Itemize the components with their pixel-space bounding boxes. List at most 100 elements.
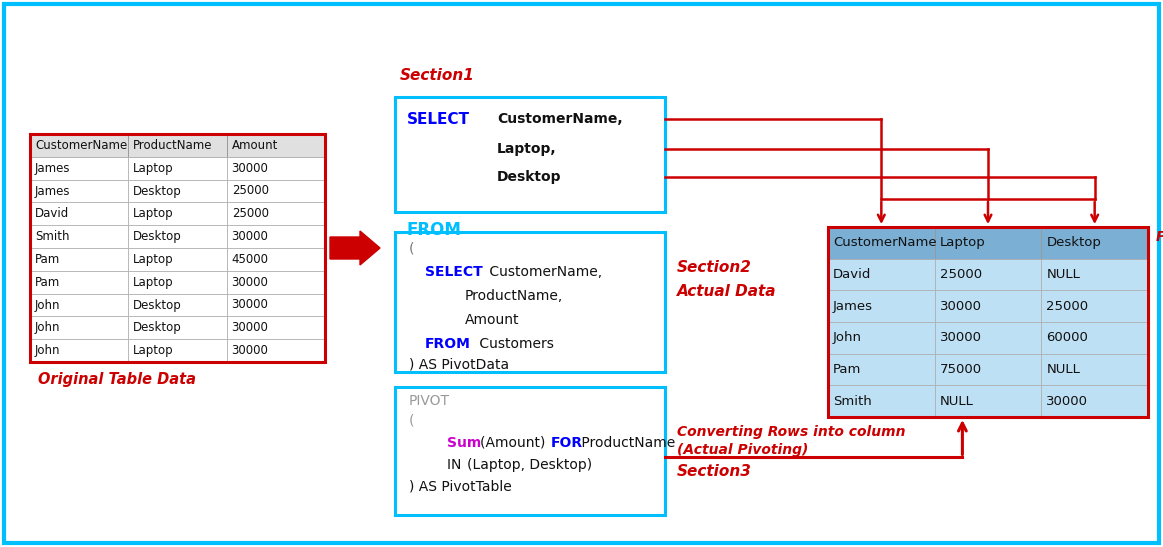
Text: James: James [35,184,71,197]
Bar [227,271,324,294]
Text: Laptop: Laptop [134,207,174,220]
Text: (: ( [409,241,414,255]
Text: Section2: Section2 [677,259,751,275]
Text: David: David [35,207,70,220]
Text: Actual Data: Actual Data [677,284,777,300]
Text: Pam: Pam [35,276,60,289]
Bar [828,227,1148,417]
Text: James: James [35,162,71,174]
Bar [828,385,935,417]
Bar [1041,259,1148,290]
Text: Original Table Data: Original Table Data [38,372,197,387]
Text: James: James [833,300,873,313]
Text: (Laptop, Desktop): (Laptop, Desktop) [468,458,592,472]
Bar [395,97,665,212]
Text: Laptop: Laptop [134,344,174,357]
Text: 25000: 25000 [940,268,982,281]
Bar [30,202,128,225]
Bar [30,339,128,362]
Bar [128,179,227,202]
Text: John: John [35,344,60,357]
Text: 25000: 25000 [231,207,269,220]
Text: SELECT: SELECT [407,112,470,126]
Text: Laptop: Laptop [940,236,985,249]
Text: Customers: Customers [475,337,554,351]
Text: (Actual Pivoting): (Actual Pivoting) [677,443,808,457]
Text: 30000: 30000 [231,276,269,289]
Bar [30,134,324,362]
Text: Pam: Pam [833,363,862,376]
Text: NULL: NULL [1047,363,1080,376]
Bar [227,202,324,225]
Bar [1041,354,1148,385]
Bar [128,271,227,294]
Text: 60000: 60000 [1047,331,1089,344]
Bar [227,294,324,316]
Text: John: John [35,321,60,334]
Bar [128,294,227,316]
Text: Laptop,: Laptop, [497,142,557,156]
Text: CustomerName: CustomerName [35,139,127,152]
Bar [128,225,227,248]
Text: Converting Rows into column: Converting Rows into column [677,425,906,439]
Text: Desktop: Desktop [134,321,183,334]
Text: Desktop: Desktop [497,170,562,184]
Text: Pam: Pam [35,253,60,266]
Text: Desktop: Desktop [134,299,183,311]
Text: Laptop: Laptop [134,276,174,289]
Text: ProductName: ProductName [134,139,213,152]
Text: Laptop: Laptop [134,253,174,266]
Bar [227,134,324,157]
Text: CustomerName,: CustomerName, [497,112,622,126]
Bar [935,259,1041,290]
Text: 30000: 30000 [231,344,269,357]
Text: NULL: NULL [940,395,973,408]
Bar [128,134,227,157]
Bar [1041,290,1148,322]
Bar [395,232,665,372]
Bar [30,157,128,179]
Text: John: John [833,331,862,344]
Bar [227,225,324,248]
FancyArrow shape [330,231,380,265]
Bar [395,387,665,515]
Text: 30000: 30000 [231,162,269,174]
Text: FROM: FROM [407,221,462,239]
Text: Laptop: Laptop [134,162,174,174]
Text: 30000: 30000 [231,230,269,243]
Text: Amount: Amount [465,313,520,327]
Text: NULL: NULL [1047,268,1080,281]
Bar [128,248,227,271]
Text: 30000: 30000 [231,321,269,334]
Bar [935,322,1041,354]
Text: Desktop: Desktop [134,230,183,243]
Text: Pivoted Data: Pivoted Data [1156,230,1163,244]
Text: (: ( [409,414,414,428]
Bar [227,179,324,202]
Text: 30000: 30000 [1047,395,1089,408]
Text: SELECT: SELECT [424,265,483,279]
Text: FOR: FOR [551,436,583,450]
Bar [828,354,935,385]
Bar [935,227,1041,259]
Text: Desktop: Desktop [134,184,183,197]
Bar [30,271,128,294]
Bar [1041,227,1148,259]
Bar [128,316,227,339]
Bar [128,339,227,362]
Text: FROM: FROM [424,337,471,351]
Text: 30000: 30000 [940,300,982,313]
Bar [128,202,227,225]
Text: ) AS PivotTable: ) AS PivotTable [409,480,512,494]
Text: 25000: 25000 [231,184,269,197]
Bar [828,227,935,259]
Bar [935,385,1041,417]
Bar [935,354,1041,385]
Text: Smith: Smith [833,395,872,408]
Bar [30,225,128,248]
Bar [30,248,128,271]
Text: 30000: 30000 [231,299,269,311]
Bar [30,294,128,316]
Text: CustomerName,: CustomerName, [485,265,602,279]
Bar [128,157,227,179]
